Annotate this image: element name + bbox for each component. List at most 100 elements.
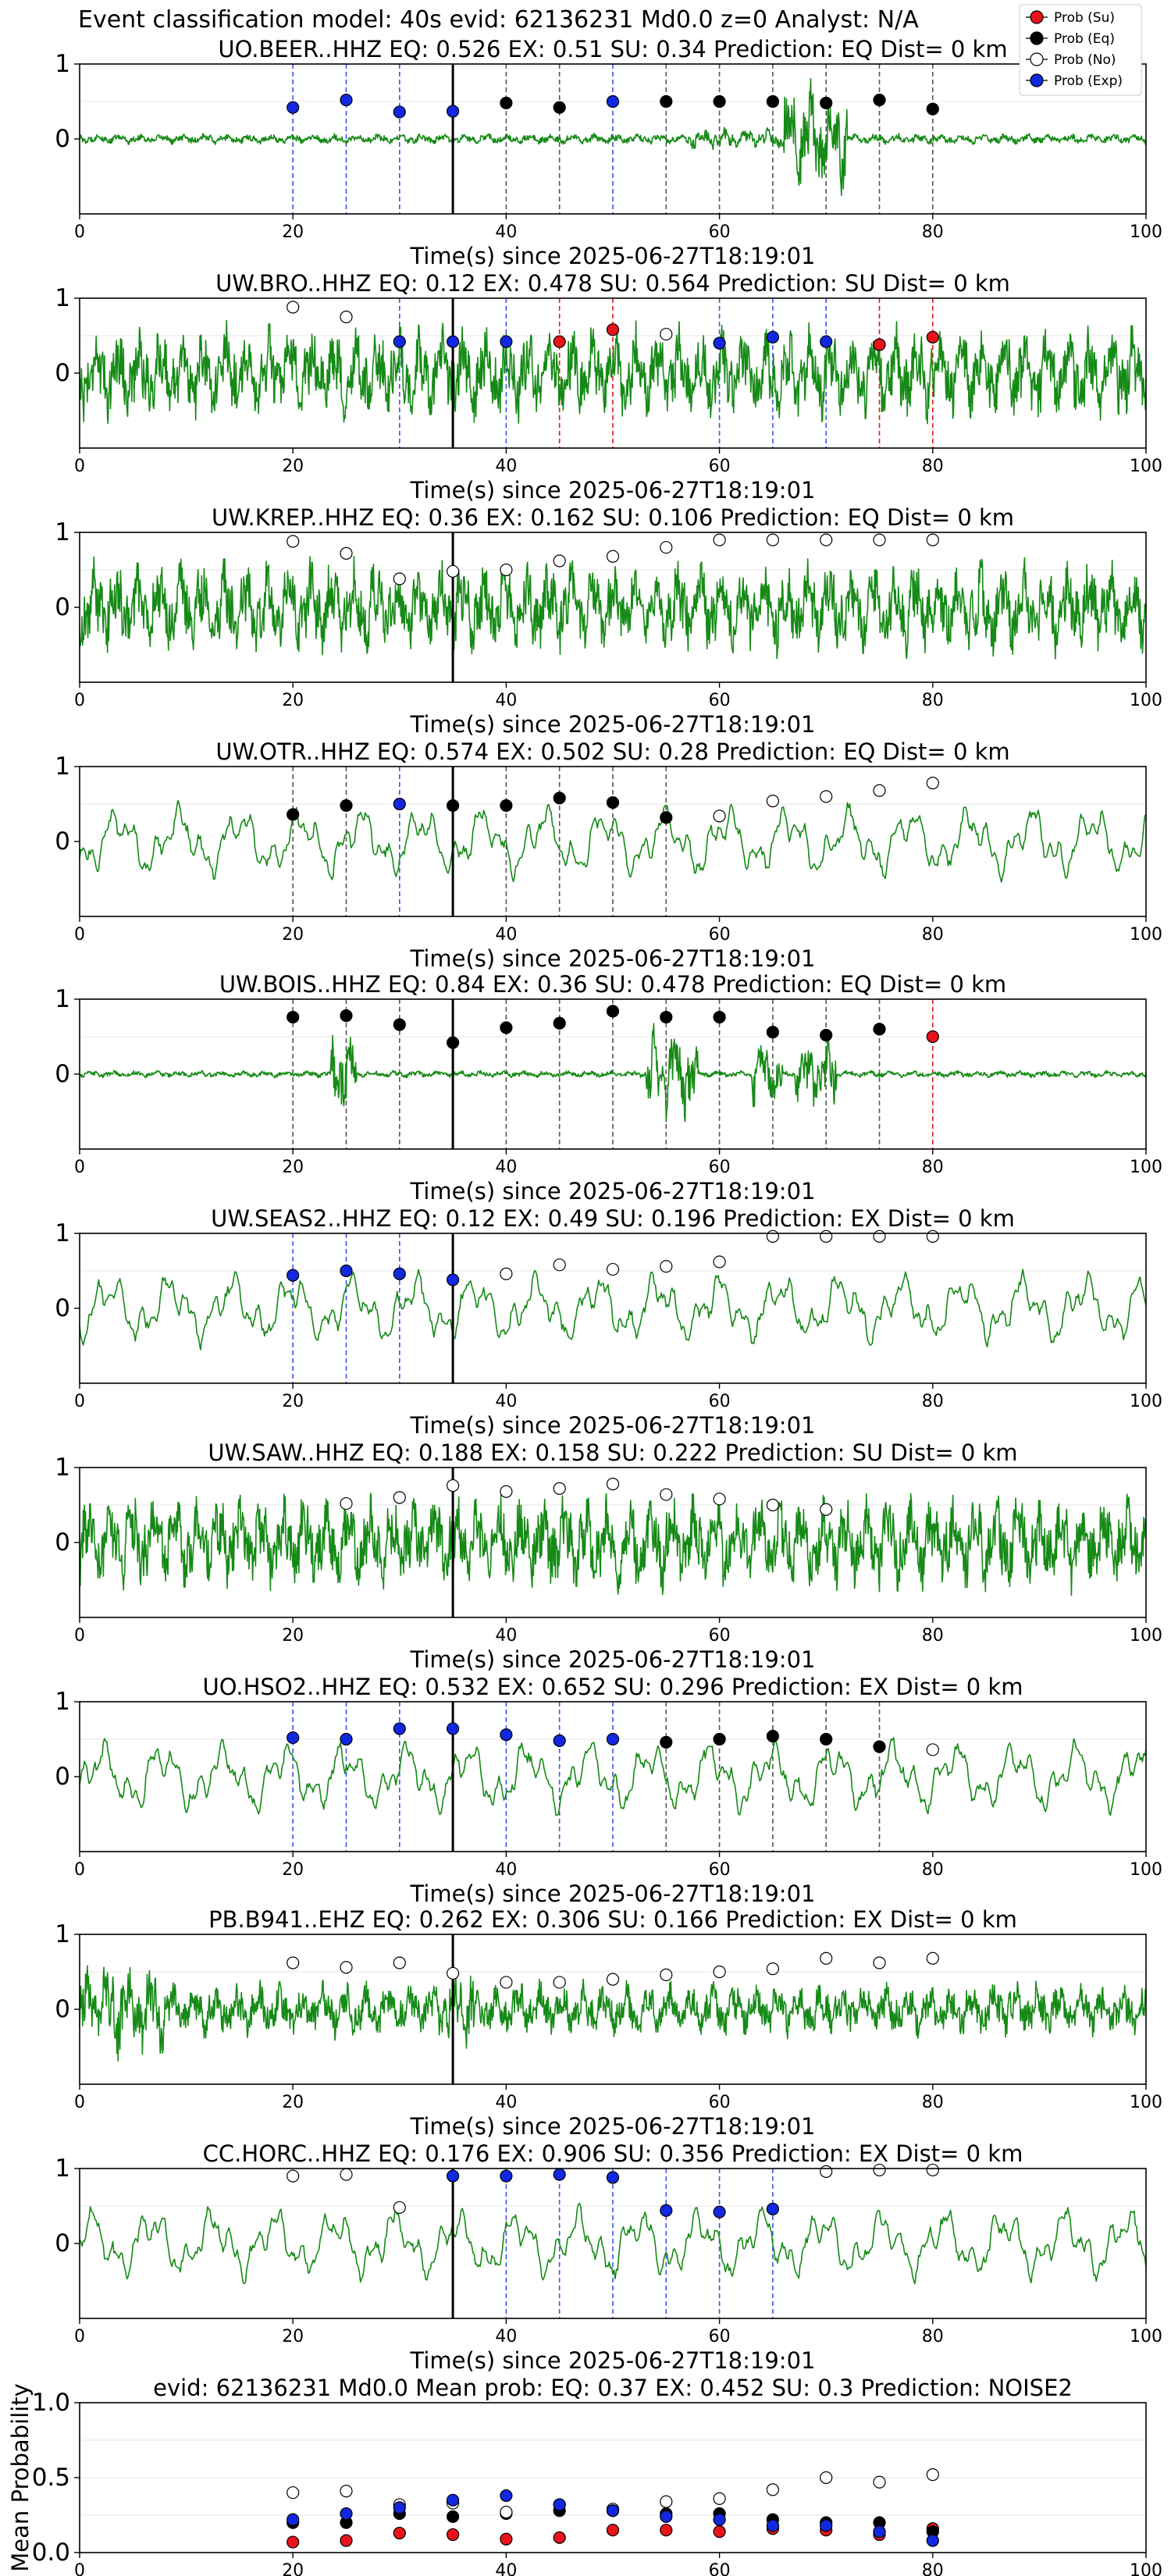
- prob-point: [606, 323, 620, 336]
- x-tick-label: 20: [282, 1626, 304, 1646]
- prob-point: [713, 809, 726, 823]
- x-tick-label: 80: [922, 2561, 944, 2576]
- prob-point: [766, 1498, 780, 1512]
- prob-point: [393, 572, 406, 585]
- prob-point: [606, 1005, 620, 1018]
- x-tick-label: 0: [74, 1626, 85, 1646]
- prob-point: [446, 1036, 460, 1049]
- mean-prob-point: [660, 2524, 673, 2537]
- prob-point: [820, 1028, 833, 1042]
- waveform-trace: [79, 799, 1147, 883]
- legend-box: [1019, 4, 1142, 96]
- prob-point: [873, 784, 886, 797]
- prob-point: [713, 336, 726, 350]
- prob-point: [446, 1966, 460, 1980]
- panel-10: evid: 62136231 Md0.0 Mean prob: EQ: 0.37…: [7, 4, 1162, 2576]
- prob-point: [820, 533, 833, 546]
- mean-prob-point: [606, 2524, 620, 2537]
- y-axis-label: Mean Probability: [7, 2383, 34, 2572]
- mean-prob-point: [287, 2535, 300, 2549]
- waveform-trace: [79, 555, 1147, 660]
- prob-point: [553, 1016, 566, 1030]
- x-axis-label: Time(s) since 2025-06-27T18:19:01: [410, 711, 816, 738]
- prob-point: [926, 1030, 939, 1044]
- waveform-trace: [79, 1955, 1147, 2062]
- y-tick-label: 1: [55, 1920, 70, 1948]
- x-tick-label: 100: [1130, 2093, 1162, 2112]
- x-tick-label: 100: [1130, 457, 1162, 476]
- prob-point: [340, 1264, 353, 1278]
- figure-title: Event classification model: 40s evid: 62…: [78, 6, 919, 34]
- panel-title: UW.KREP..HHZ EQ: 0.36 EX: 0.162 SU: 0.10…: [212, 504, 1014, 531]
- prob-point: [873, 93, 886, 107]
- prob-point: [820, 1952, 833, 1965]
- prob-point: [766, 330, 780, 344]
- prob-point: [553, 101, 566, 114]
- x-axis-label: Time(s) since 2025-06-27T18:19:01: [410, 2347, 816, 2374]
- waveform-trace: [79, 2203, 1147, 2285]
- mean-prob-point: [340, 2507, 353, 2521]
- prob-point: [820, 2165, 833, 2178]
- prob-point: [766, 1962, 780, 1976]
- x-axis-label: Time(s) since 2025-06-27T18:19:01: [410, 2113, 816, 2140]
- prob-point: [713, 533, 726, 546]
- mean-prob-point: [500, 2489, 513, 2503]
- x-tick-label: 40: [495, 457, 517, 476]
- waveform-trace: [79, 78, 1147, 197]
- x-tick-label: 80: [922, 2093, 944, 2112]
- x-tick-label: 20: [282, 457, 304, 476]
- prob-point: [446, 105, 460, 118]
- y-tick-label: 1: [55, 1453, 70, 1482]
- x-tick-label: 60: [709, 457, 731, 476]
- x-tick-label: 80: [922, 1860, 944, 1880]
- x-tick-label: 20: [282, 2093, 304, 2112]
- prob-point: [340, 2168, 353, 2181]
- y-tick-label: 0: [55, 593, 70, 621]
- legend-marker: [1030, 31, 1044, 45]
- prob-point: [500, 96, 513, 110]
- y-tick-label: 1.0: [32, 2389, 70, 2417]
- x-tick-label: 80: [922, 1392, 944, 1411]
- prob-point: [287, 1010, 300, 1024]
- x-tick-label: 80: [922, 925, 944, 945]
- prob-point: [340, 93, 353, 107]
- mean-prob-point: [553, 2498, 566, 2511]
- prob-point: [553, 554, 566, 568]
- mean-prob-point: [446, 2493, 460, 2507]
- mean-prob-point: [926, 2468, 939, 2482]
- x-tick-label: 20: [282, 925, 304, 945]
- x-axis-label: Time(s) since 2025-06-27T18:19:01: [410, 477, 816, 503]
- prob-point: [393, 1267, 406, 1280]
- legend-label: Prob (No): [1054, 52, 1116, 68]
- mean-prob-point: [393, 2526, 406, 2540]
- prob-point: [606, 94, 620, 109]
- panel-title: UW.SEAS2..HHZ EQ: 0.12 EX: 0.49 SU: 0.19…: [211, 1205, 1015, 1232]
- y-tick-label: 0: [55, 1528, 70, 1557]
- prob-point: [287, 1956, 300, 1969]
- x-axis-label: Time(s) since 2025-06-27T18:19:01: [410, 1412, 816, 1439]
- prob-point: [926, 1229, 939, 1243]
- prob-point: [606, 1478, 620, 1491]
- x-tick-label: 20: [282, 691, 304, 710]
- y-tick-label: 0: [55, 1763, 70, 1791]
- x-tick-label: 60: [709, 2093, 731, 2112]
- prob-point: [660, 541, 673, 554]
- x-tick-label: 40: [495, 222, 517, 242]
- prob-point: [287, 101, 300, 114]
- legend-marker: [1030, 52, 1044, 66]
- panel-title: PB.B941..EHZ EQ: 0.262 EX: 0.306 SU: 0.1…: [208, 1906, 1017, 1933]
- mean-prob-point: [340, 2485, 353, 2498]
- x-axis-label: Time(s) since 2025-06-27T18:19:01: [410, 1646, 816, 1673]
- prob-point: [553, 1734, 566, 1748]
- y-tick-label: 0: [55, 1060, 70, 1088]
- prob-point: [446, 1478, 460, 1493]
- prob-point: [766, 1229, 780, 1243]
- prob-point: [500, 2169, 513, 2183]
- prob-point: [713, 1493, 726, 1506]
- prob-point: [926, 1952, 939, 1965]
- prob-point: [606, 795, 620, 809]
- y-tick-label: 0.5: [32, 2464, 70, 2492]
- y-tick-label: 0: [55, 2229, 70, 2258]
- prob-point: [393, 105, 406, 119]
